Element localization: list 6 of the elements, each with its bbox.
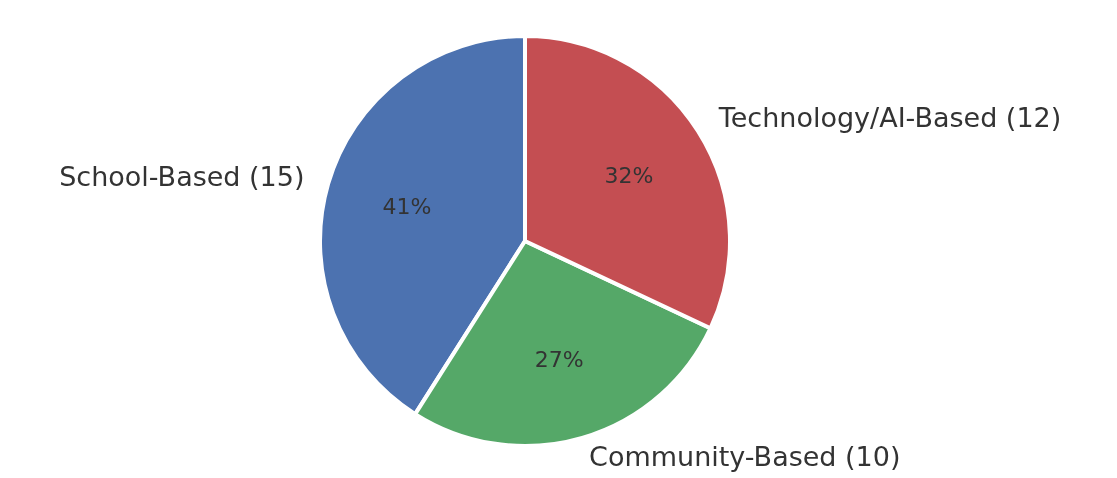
data-label: 32% [604,162,654,188]
slice-label: School-Based (15) [59,161,305,193]
data-label: 27% [534,346,584,372]
data-label: 41% [382,194,432,220]
slice-label: Community-Based (10) [589,440,901,472]
slice-label: Technology/AI-Based (12) [717,102,1062,134]
